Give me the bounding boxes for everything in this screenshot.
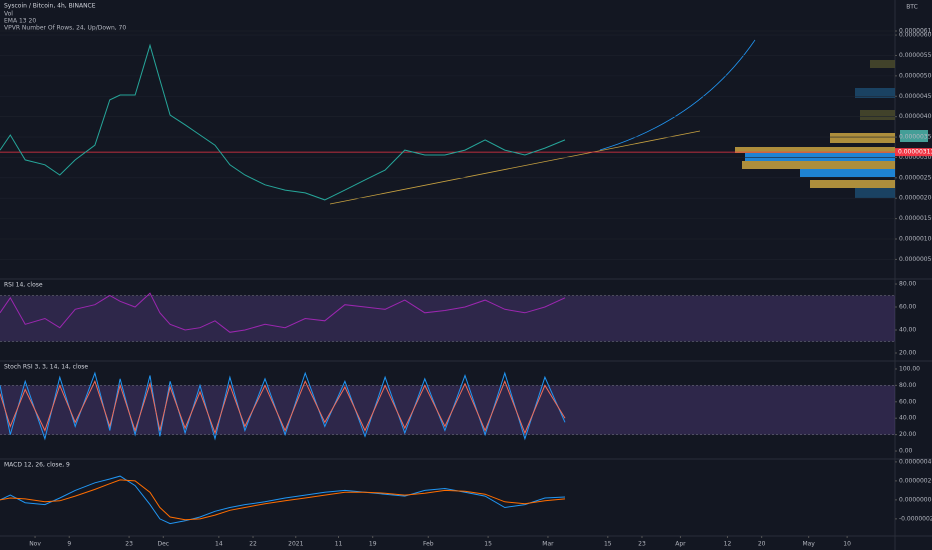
y-tick-label: 60.00 <box>899 304 916 311</box>
y-tick-label: 0.00000610 <box>899 27 932 34</box>
series-line <box>0 292 566 333</box>
y-tick-label: 20.00 <box>899 349 916 356</box>
series-line <box>0 379 566 435</box>
y-tick-label: 0.00000300 <box>899 154 932 161</box>
pane-title: MACD 12, 26, close, 9 <box>4 462 70 469</box>
series-line <box>0 43 566 201</box>
y-tick-label: 80.00 <box>899 382 916 389</box>
y-tick-label: 0.00000040 <box>899 458 932 465</box>
y-tick-label: 0.00000200 <box>899 195 932 202</box>
y-tick-label: 0.00000000 <box>899 496 932 503</box>
x-tick-label: 20 <box>758 541 766 548</box>
y-tick-label: 0.00000500 <box>899 72 932 79</box>
y-tick-label: 0.00000350 <box>899 134 932 141</box>
axis-unit: BTC <box>906 4 918 11</box>
x-tick-label: 23 <box>125 541 133 548</box>
trend-line <box>329 130 701 205</box>
y-tick-label: 0.00000100 <box>899 236 932 243</box>
y-tick-label: 80.00 <box>899 281 916 288</box>
y-tick-label: 40.00 <box>899 327 916 334</box>
indicator-label: Vol <box>4 11 13 18</box>
x-tick-label: 9 <box>67 541 71 548</box>
x-tick-label: May <box>802 541 815 548</box>
y-tick-label: 0.00000020 <box>899 477 932 484</box>
x-tick-label: 15 <box>484 541 492 548</box>
y-tick-label: 0.00000050 <box>899 256 932 263</box>
y-tick-label: 0.00000550 <box>899 52 932 59</box>
x-tick-label: 19 <box>369 541 377 548</box>
x-tick-label: 10 <box>843 541 851 548</box>
band <box>0 385 895 435</box>
series-line <box>0 479 566 521</box>
x-tick-label: 23 <box>638 541 646 548</box>
y-tick-label: 100.00 <box>899 365 920 372</box>
band <box>0 295 895 342</box>
y-tick-label: 0.00000450 <box>899 93 932 100</box>
x-tick-label: Nov <box>29 541 41 548</box>
x-tick-label: Feb <box>423 541 434 548</box>
series-line <box>0 371 566 441</box>
indicator-label: EMA 13 20 <box>4 18 36 25</box>
x-tick-label: Dec <box>157 541 169 548</box>
y-tick-label: 0.00000250 <box>899 174 932 181</box>
indicator-label: VPVR Number Of Rows, 24, Up/Down, 70 <box>4 25 126 32</box>
y-tick-label: 0.00000150 <box>899 215 932 222</box>
x-tick-label: 14 <box>215 541 223 548</box>
symbol-title: Syscoin / Bitcoin, 4h, BINANCE <box>4 3 96 10</box>
x-tick-label: Mar <box>542 541 554 548</box>
y-tick-label: 0.00000600 <box>899 32 932 39</box>
y-tick-label: -0.00000020 <box>899 515 932 522</box>
pane-title: Stoch RSI 3, 3, 14, 14, close <box>4 364 88 371</box>
price-tag-label: 0.00000313 <box>898 149 932 156</box>
x-tick-label: 11 <box>335 541 343 548</box>
x-tick-label: 12 <box>724 541 732 548</box>
y-tick-label: 0.00 <box>899 448 913 455</box>
x-tick-label: 2021 <box>288 541 303 548</box>
y-tick-label: 20.00 <box>899 431 916 438</box>
x-tick-label: Apr <box>675 541 686 548</box>
y-tick-label: 40.00 <box>899 415 916 422</box>
x-tick-label: 15 <box>604 541 612 548</box>
y-tick-label: 60.00 <box>899 398 916 405</box>
x-tick-label: 22 <box>249 541 257 548</box>
volume-profile <box>735 60 928 198</box>
pane-title: RSI 14, close <box>4 282 43 289</box>
projection-curve <box>599 39 756 151</box>
y-tick-label: 0.00000400 <box>899 113 932 120</box>
price-tag <box>895 148 932 157</box>
